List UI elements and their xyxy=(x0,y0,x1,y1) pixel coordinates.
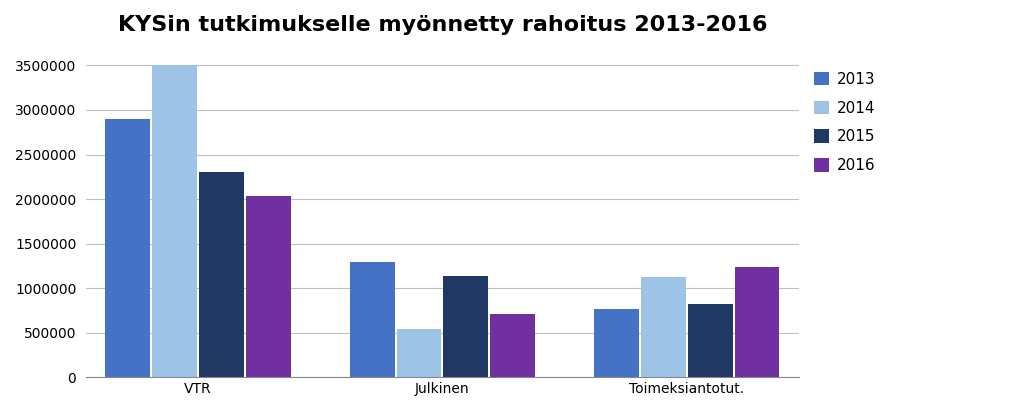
Bar xyxy=(350,262,394,377)
Bar xyxy=(105,119,151,377)
Bar xyxy=(688,304,732,377)
Bar xyxy=(594,309,639,377)
Bar xyxy=(490,314,536,377)
Bar xyxy=(153,65,197,377)
Bar xyxy=(443,276,488,377)
Bar xyxy=(734,267,779,377)
Title: KYSin tutkimukselle myönnetty rahoitus 2013-2016: KYSin tutkimukselle myönnetty rahoitus 2… xyxy=(118,15,767,35)
Bar xyxy=(246,196,291,377)
Bar xyxy=(396,329,441,377)
Bar xyxy=(641,277,686,377)
Legend: 2013, 2014, 2015, 2016: 2013, 2014, 2015, 2016 xyxy=(813,72,876,173)
Bar xyxy=(199,172,244,377)
